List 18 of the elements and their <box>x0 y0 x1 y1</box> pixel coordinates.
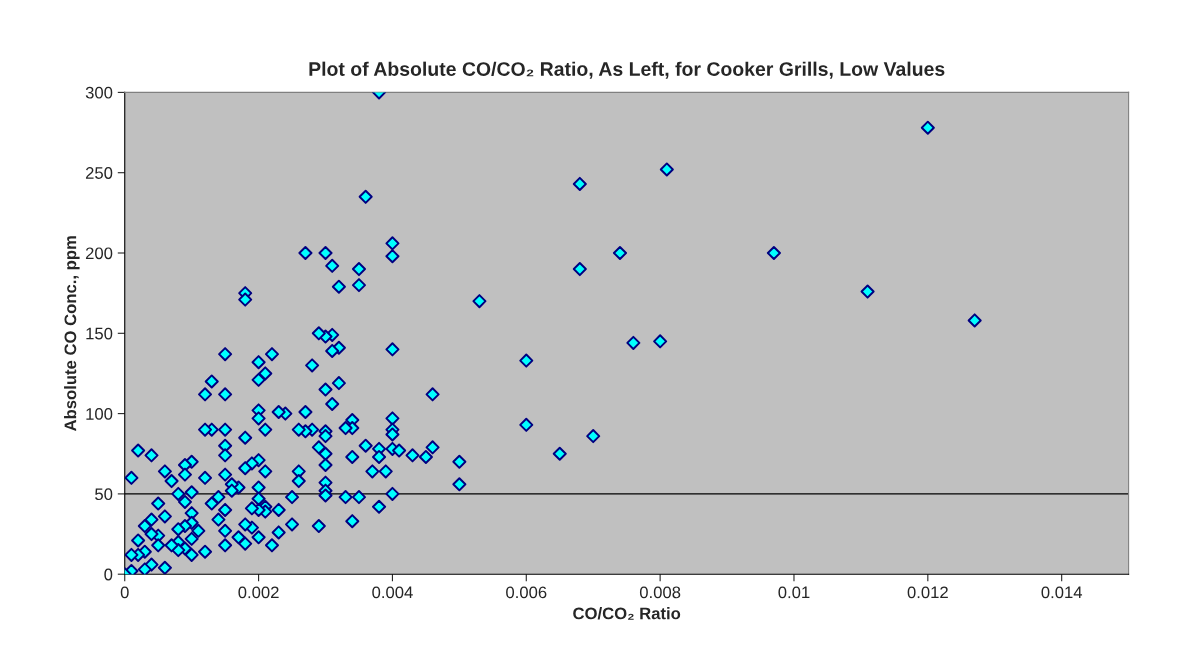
y-tick-label: 200 <box>85 247 113 260</box>
chart-title: Plot of Absolute CO/CO₂ Ratio, As Left, for Cooker Grills, Low Values <box>309 61 945 79</box>
x-tick-label: 0.01 <box>778 586 810 599</box>
y-tick-label: 300 <box>85 86 113 99</box>
x-tick-label: 0.008 <box>639 586 681 599</box>
x-tick-label: 0 <box>120 586 129 599</box>
x-tick-label: 0.006 <box>506 586 547 599</box>
x-tick-label: 0.014 <box>1041 586 1083 599</box>
y-tick-label: 250 <box>85 167 113 179</box>
x-tick-label: 0.004 <box>372 586 413 599</box>
x-axis-title: CO/CO₂ Ratio <box>573 607 681 620</box>
y-tick-label: 50 <box>95 488 113 501</box>
y-tick-label: 100 <box>86 408 113 420</box>
y-tick-label: 150 <box>86 327 113 340</box>
x-tick-label: 0.002 <box>238 586 279 599</box>
y-tick-label: 0 <box>104 568 113 581</box>
y-axis-title: Absolute CO Conc., ppm <box>64 236 80 432</box>
x-tick-label: 0.012 <box>907 586 948 599</box>
